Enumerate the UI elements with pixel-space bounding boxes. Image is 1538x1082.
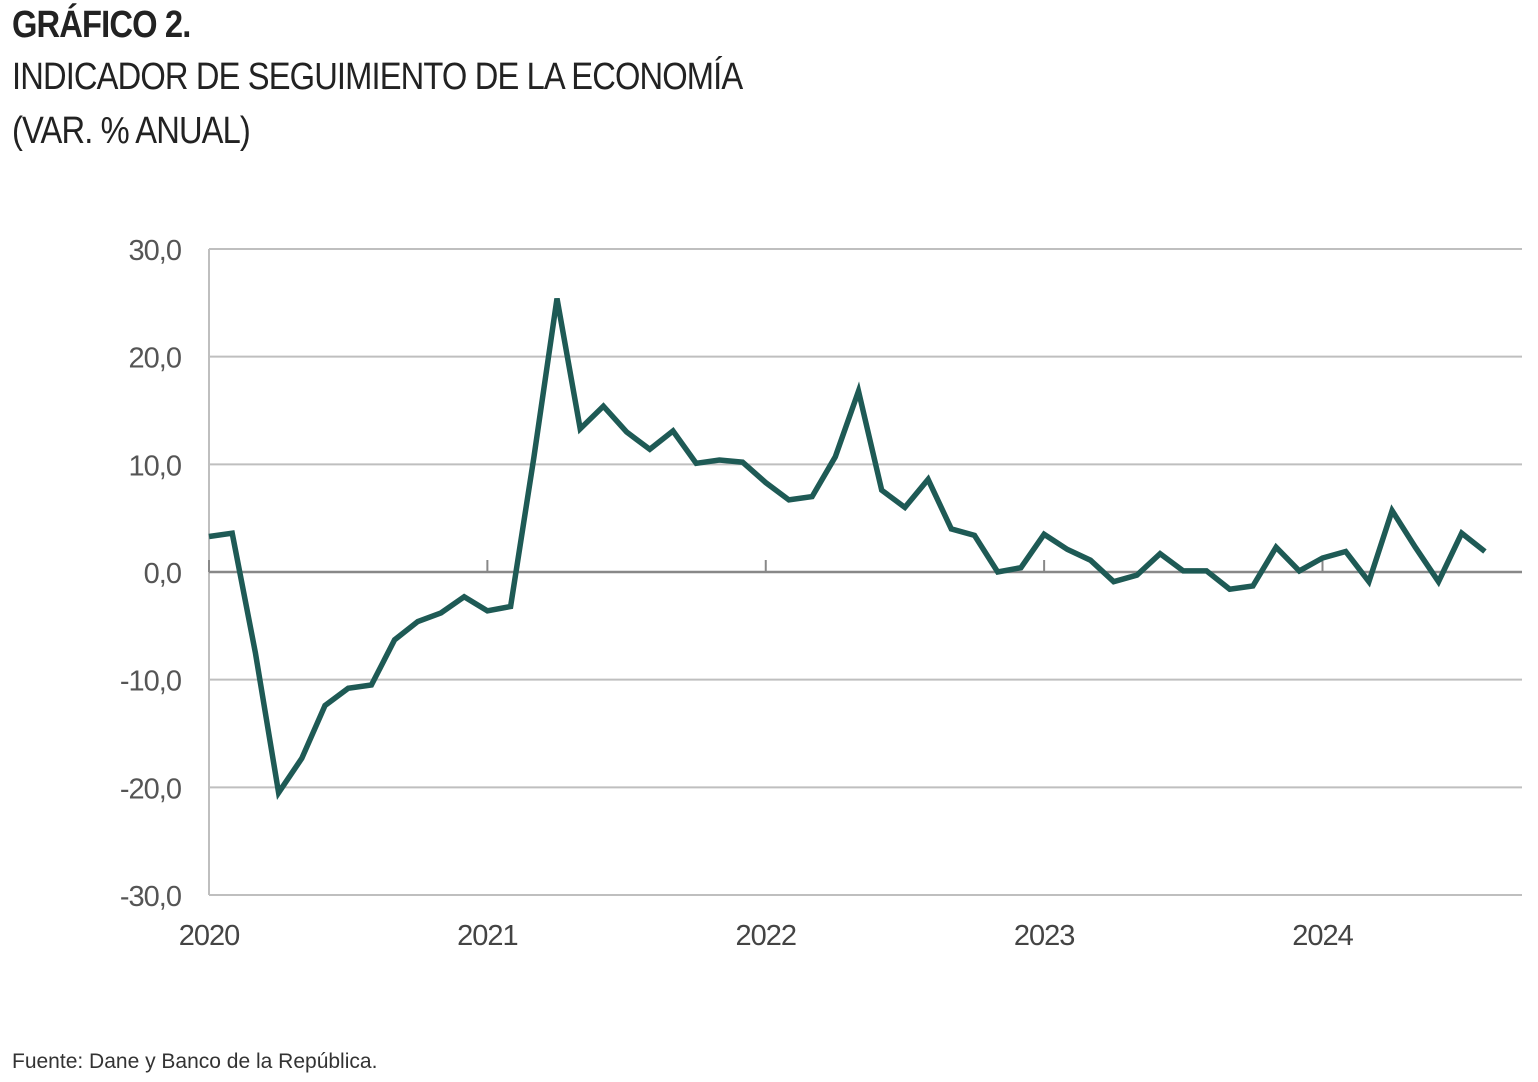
y-tick-label: 30,0 <box>129 235 181 267</box>
y-tick-label: -10,0 <box>120 666 181 698</box>
source-note: Fuente: Dane y Banco de la República. <box>12 1050 378 1073</box>
y-tick-label: 0,0 <box>144 558 181 590</box>
x-tick-label: 2021 <box>457 920 518 952</box>
series-layer <box>208 298 1487 800</box>
axes <box>208 249 1522 895</box>
y-tick-label: 20,0 <box>129 343 181 375</box>
series-line <box>208 298 1487 800</box>
x-tick-label: 2020 <box>179 920 240 952</box>
chart-subtitle: (VAR. % ANUAL) <box>12 110 251 152</box>
x-tick-labels: 2020 2021 2022 2023 2024 <box>179 920 1355 952</box>
y-tick-label: 10,0 <box>129 450 181 482</box>
x-tick-label: 2024 <box>1292 920 1353 952</box>
y-tick-label: -30,0 <box>120 881 181 913</box>
y-tick-label: -20,0 <box>120 773 181 805</box>
x-tick-label: 2022 <box>735 920 796 952</box>
chart-title: INDICADOR DE SEGUIMIENTO DE LA ECONOMÍA <box>12 56 743 98</box>
y-tick-labels: 30,0 20,0 10,0 0,0 -10,0 -20,0 -30,0 <box>120 235 182 913</box>
chart-label: GRÁFICO 2. <box>12 4 191 46</box>
x-tick-label: 2023 <box>1014 920 1075 952</box>
grid-lines <box>209 248 1522 896</box>
